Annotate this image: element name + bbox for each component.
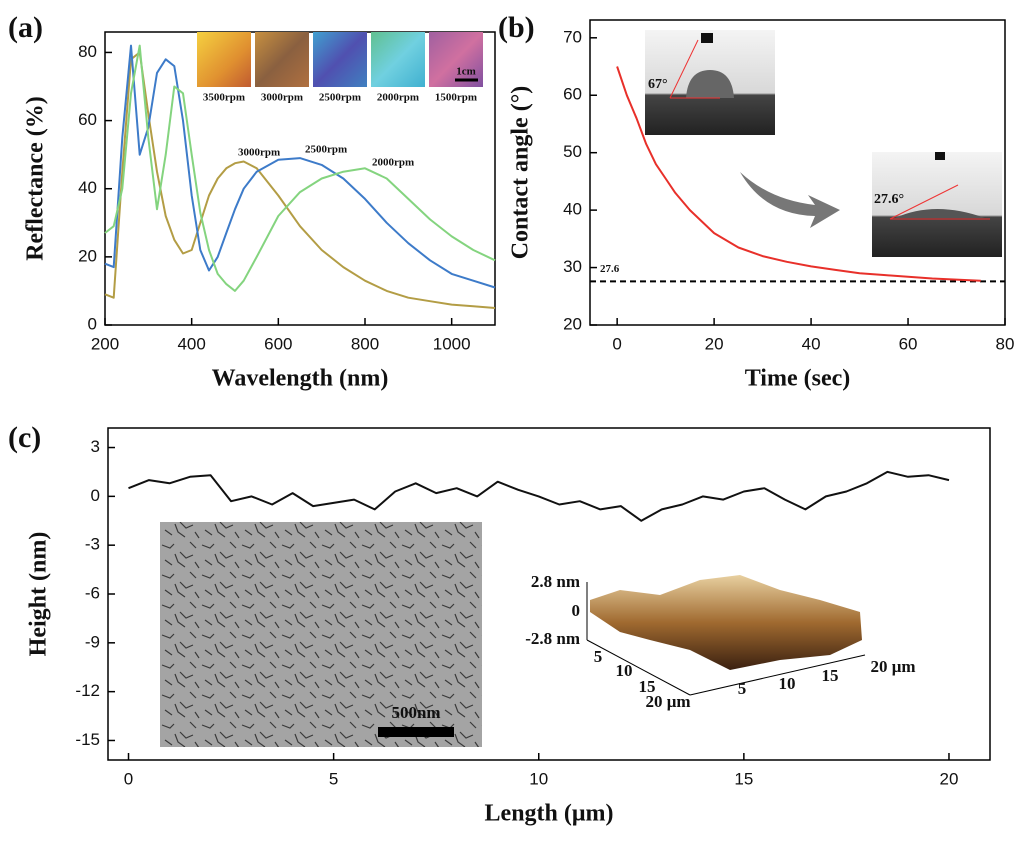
panel-label: (a) [8,11,43,44]
y-tick-label: 30 [563,257,582,276]
reference-label: 27.6 [600,263,620,275]
series-label: 2500rpm [305,144,347,156]
x-tick-label: 600 [264,334,292,353]
data-line [104,51,496,309]
arrow [740,172,840,228]
photo [313,32,367,87]
x-tick-label: 1000 [433,334,471,353]
plot-frame [589,19,1006,326]
x-tick-label: 0 [612,334,621,353]
photo-label: 3000rpm [261,92,303,104]
photo-inset: 1cm 3500rpm 3000rpm 2500rpm 2000rpm 1500… [197,32,483,104]
y-tick-label: 20 [78,246,97,265]
photo [429,32,483,87]
y-tick-label: -9 [85,632,100,651]
y-tick-label: -6 [85,583,100,602]
droplet-insets: 67° 27.6° [645,30,1002,257]
photo [255,32,309,87]
x-tick-label: 0 [124,769,133,788]
photo-label: 2000rpm [377,92,419,104]
photo-label: 2500rpm [319,92,361,104]
droplet [686,70,734,98]
y-tick-label: 0 [88,314,97,333]
data-line [128,470,950,522]
x-axis-label: Length (μm) [485,801,614,827]
data-line [616,66,981,282]
y-tick-label: 0 [91,486,100,505]
scale-label: 1cm [456,66,476,78]
needle [701,33,713,43]
droplet [895,209,985,218]
photo [371,32,425,87]
panel-label: (c) [8,421,41,454]
x-axis-label: Time (sec) [745,366,851,392]
x-tick-label: 40 [802,334,821,353]
tangent [669,39,699,99]
afm-axis [689,654,866,696]
y-axis-label: Contact angle (°) [508,86,534,260]
x-tick-label: 20 [705,334,724,353]
afm-y-label: 10 [616,661,633,680]
x-axis-label: Wavelength (nm) [212,366,389,392]
x-tick-label: 20 [940,769,959,788]
afm-z-label: 2.8 nm [531,572,580,591]
y-axis-label: Reflectance (%) [23,96,49,261]
afm-y-label: 15 [639,677,656,696]
y-tick-label: 70 [563,27,582,46]
x-tick-label: 400 [177,334,205,353]
droplet-photo [872,152,1002,257]
y-tick-label: 50 [563,142,582,161]
x-tick-label: 60 [899,334,918,353]
y-tick-label: 40 [563,200,582,219]
angle-label: 27.6° [874,192,904,207]
afm-surface [590,575,862,670]
x-tick-label: 10 [529,769,548,788]
sem-inset: 500nm [160,522,482,747]
photo-label: 1500rpm [435,92,477,104]
scale-bar [378,727,454,737]
y-tick-label: -3 [85,535,100,554]
data-line [104,44,496,289]
tangent [889,184,959,220]
afm-y-label: 20 μm [645,692,690,711]
afm-x-label: 15 [822,666,839,685]
series-label: 3000rpm [238,147,280,159]
y-tick-label: 40 [78,178,97,197]
afm-z-label: -2.8 nm [525,629,580,648]
data-line [104,44,496,292]
y-tick-label: 60 [563,85,582,104]
afm-x-label: 5 [738,679,747,698]
afm-x-label: 20 μm [870,657,915,676]
needle [935,152,945,160]
photo [197,32,251,87]
y-tick-label: -12 [75,681,100,700]
afm-z-label: 0 [572,601,581,620]
y-tick-label: -15 [75,730,100,749]
afm-x-label: 10 [779,674,796,693]
x-tick-label: 5 [329,769,338,788]
series-label: 2000rpm [372,157,414,169]
photo-label: 3500rpm [203,92,245,104]
afm-inset: 2.8 nm 0 -2.8 nm 5 10 15 20 μm 5 10 15 2… [525,572,915,711]
y-tick-label: 20 [563,314,582,333]
x-tick-label: 200 [91,334,119,353]
angle-label: 67° [648,77,668,92]
y-tick-label: 60 [78,110,97,129]
x-tick-label: 80 [996,334,1015,353]
afm-axis [586,639,691,696]
sem-image [160,522,482,747]
scale-label: 500nm [391,703,440,722]
x-tick-label: 800 [351,334,379,353]
y-axis-label: Height (nm) [26,532,52,657]
panel-label: (b) [498,11,535,44]
afm-y-label: 5 [594,647,603,666]
y-tick-label: 80 [78,42,97,61]
x-tick-label: 15 [734,769,753,788]
y-tick-label: 3 [91,437,100,456]
